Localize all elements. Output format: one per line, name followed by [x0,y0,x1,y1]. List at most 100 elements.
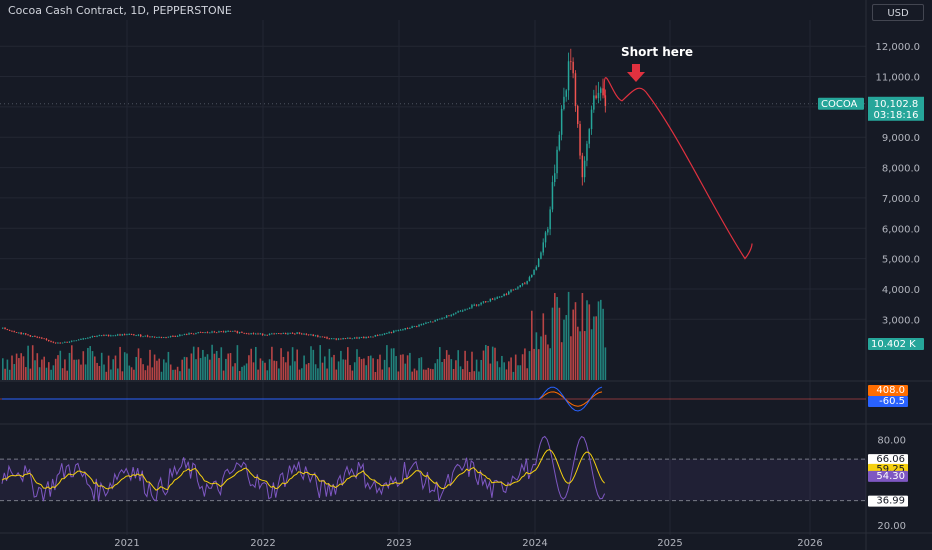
volume-bar [160,371,163,380]
volume-bar [420,357,423,380]
volume-bar [321,362,324,380]
candle-body [567,61,570,91]
macd-signal-label-bg [868,385,908,396]
annotation-text: Short here [621,45,693,59]
volume-bar [600,299,602,380]
candle-body [351,338,354,340]
rsi-tick-label: 20.00 [877,521,906,532]
volume-bar [169,364,172,380]
candle-body [418,324,420,327]
volume-bar [243,365,246,380]
candle-body [57,342,59,344]
macd-pane [0,386,866,412]
volume-bar [471,351,473,380]
volume-bars [2,291,607,380]
candle-body [519,285,521,288]
candle-body [342,338,344,340]
candle-body [243,332,245,334]
candle-body [551,182,554,210]
candle-body [521,283,524,286]
volume-bar [48,362,50,380]
volume-bar [485,344,487,380]
candle-body [537,258,540,267]
candle-body [27,334,29,336]
candle-body [434,320,436,322]
volume-bar [340,350,342,380]
volume-bar [347,347,349,380]
volume-bar [227,353,229,380]
volume-bar [215,350,218,380]
candle-body [487,301,489,303]
volume-bar [537,349,540,380]
volume-bar [588,304,591,380]
candle-body [602,88,604,96]
candle-body [381,334,383,336]
volume-bar [271,346,273,380]
volume-bar [349,365,351,380]
candle-body [220,331,222,333]
currency-button[interactable]: USD [872,4,924,21]
rsi-upper-label-bg [868,454,908,466]
volume-bar [232,366,234,380]
volume-bar [473,371,476,380]
volume-bar [77,359,80,380]
last-price-label: 10,102.8 [874,99,919,110]
macd-line-label: -60.5 [879,396,905,407]
volume-bar [296,349,298,380]
candle-body [291,332,294,334]
volume-bar [567,291,570,380]
volume-bar [84,364,87,380]
candle-body [11,330,13,332]
volume-bar [98,365,101,380]
volume-bar [409,352,411,380]
macd-line-label-bg [868,396,908,407]
volume-bar [466,360,469,380]
candle-body [337,338,340,340]
volume-bar [549,348,551,380]
volume-bar [554,293,556,380]
candle-body [169,336,172,337]
volume-bar [220,347,223,380]
volume-bar [94,356,96,380]
volume-bar [395,356,397,380]
candle-body [84,338,87,340]
volume-bar [319,345,321,380]
candle-body [577,106,579,125]
volume-bar [238,371,241,380]
candle-body [581,155,584,178]
candle-body [257,333,259,335]
candle-body [215,332,218,334]
candle-body [160,337,163,338]
volume-bar [429,368,432,380]
candle-body [91,336,94,337]
candle-body [441,317,443,319]
volume-bar [491,346,494,380]
y-tick-label: 5,000.0 [882,255,920,266]
candle-body [94,336,96,337]
candle-body [119,334,121,336]
volume-bar [558,307,561,380]
candle-body [229,330,232,332]
candle-body [478,304,480,306]
candle-body [34,336,36,337]
volume-bar [236,345,239,380]
projection-path [603,64,753,260]
candle-body [547,229,549,233]
candle-body [123,334,126,336]
volume-bar [245,363,248,380]
candle-body [149,336,151,338]
volume-bar [526,368,528,380]
volume-bar [551,307,554,380]
candle-body [432,321,434,323]
volume-bar [128,365,131,380]
candle-body [455,312,457,314]
candle-body [388,332,390,334]
price-candles [2,48,607,344]
countdown-label: 03:18:16 [874,110,919,121]
volume-bar [317,368,319,380]
candle-body [376,335,379,336]
rsi-ma-line [1,449,605,491]
candle-body [324,336,326,338]
candle-body [135,335,137,337]
